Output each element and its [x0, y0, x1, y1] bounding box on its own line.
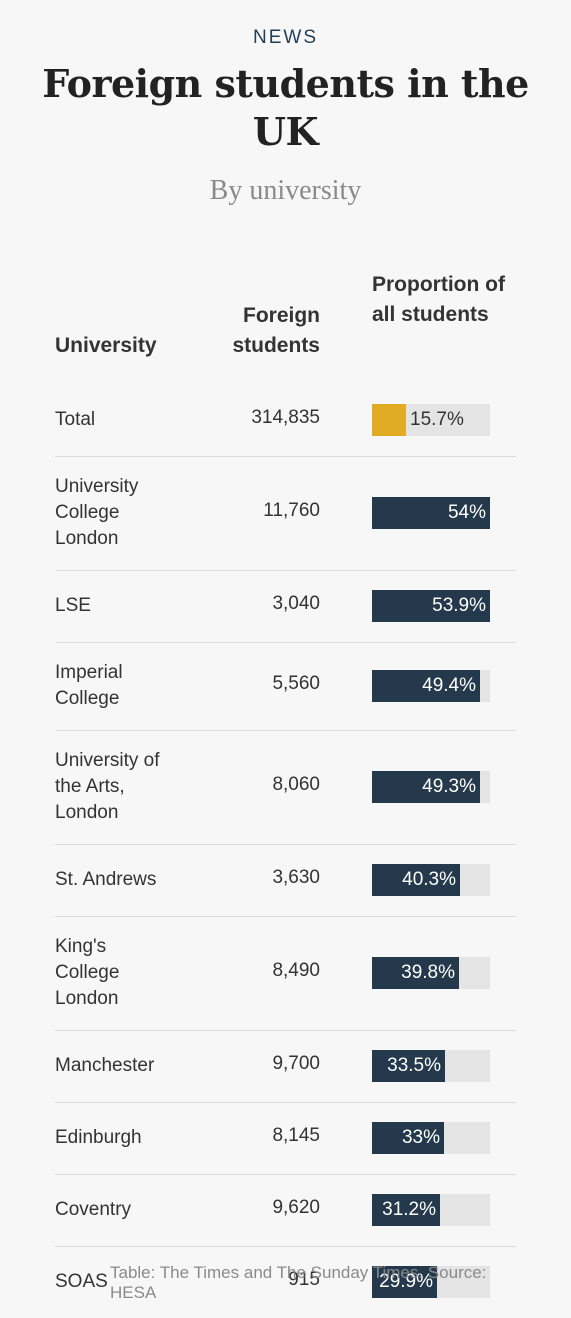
proportion-track: 31.2% — [372, 1194, 490, 1226]
row-divider — [55, 570, 516, 571]
foreign-student-count: 9,620 — [272, 1197, 320, 1218]
proportion-track: 54% — [372, 497, 490, 529]
table-row: Imperial College 5,560 49.4% — [55, 642, 516, 730]
proportion-bar — [372, 1050, 445, 1082]
university-name: University College London — [55, 476, 139, 549]
proportion-label: 33.5% — [387, 1055, 441, 1076]
foreign-student-count: 11,760 — [263, 500, 320, 521]
university-name: Edinburgh — [55, 1127, 142, 1148]
table-row: University College London 11,760 54% — [55, 456, 516, 570]
row-divider — [55, 844, 516, 845]
proportion-track: 33% — [372, 1122, 490, 1154]
university-name: St. Andrews — [55, 869, 157, 890]
university-name: Imperial College — [55, 662, 123, 709]
proportion-bar — [372, 1122, 444, 1154]
table-row: LSE 3,040 53.9% — [55, 570, 516, 642]
university-name: Total — [55, 409, 96, 430]
foreign-student-count: 8,145 — [272, 1125, 320, 1146]
university-name: University of the Arts, London — [55, 750, 160, 823]
university-name: LSE — [55, 595, 91, 616]
chart-title: Foreign students in the UK — [42, 61, 529, 154]
source-note: Table: The Times and The Sunday Times. S… — [110, 1263, 487, 1302]
row-divider — [55, 1102, 516, 1103]
table-row: Edinburgh 8,145 33% — [55, 1102, 516, 1174]
proportion-track: 15.7% — [372, 404, 490, 436]
column-header-proportion: Proportion of all students — [372, 273, 505, 326]
foreign-student-count: 8,060 — [272, 774, 320, 795]
proportion-track: 40.3% — [372, 864, 490, 896]
row-divider — [55, 730, 516, 731]
university-name: Manchester — [55, 1055, 155, 1076]
proportion-track: 49.3% — [372, 771, 490, 803]
table-row: Total 314,835 15.7% — [55, 384, 516, 456]
foreign-student-count: 8,490 — [272, 960, 320, 981]
column-header-university: University — [55, 334, 157, 357]
university-name: King's College London — [55, 936, 120, 1009]
proportion-bar — [372, 1266, 437, 1298]
foreign-student-count: 3,040 — [272, 593, 320, 614]
foreign-student-count: 915 — [288, 1269, 320, 1290]
foreign-student-count: 314,835 — [251, 407, 320, 428]
university-name: SOAS — [55, 1271, 108, 1292]
proportion-label: 39.8% — [401, 962, 455, 983]
table-row: Manchester 9,700 33.5% — [55, 1030, 516, 1102]
university-name: Coventry — [55, 1199, 132, 1220]
foreign-student-count: 3,630 — [272, 867, 320, 888]
proportion-track: 29.9% — [372, 1266, 490, 1298]
proportion-label: 49.3% — [422, 776, 476, 797]
proportion-bar — [372, 670, 480, 702]
total-proportion-bar — [372, 404, 406, 436]
proportion-track: 33.5% — [372, 1050, 490, 1082]
proportion-track: 39.8% — [372, 957, 490, 989]
table-row: SOAS 915 29.9% — [55, 1246, 516, 1318]
table-row: King's College London 8,490 39.8% — [55, 916, 516, 1030]
row-divider — [55, 1174, 516, 1175]
row-divider — [55, 1030, 516, 1031]
proportion-track: 49.4% — [372, 670, 490, 702]
proportion-bar — [372, 497, 490, 529]
proportion-label: 54% — [447, 502, 486, 523]
proportion-bar — [372, 771, 480, 803]
proportion-label: 29.9% — [379, 1271, 433, 1292]
table-row: Coventry 9,620 31.2% — [55, 1174, 516, 1246]
row-divider — [55, 642, 516, 643]
proportion-bar — [372, 864, 460, 896]
proportion-label: 33% — [401, 1127, 440, 1148]
proportion-label: 40.3% — [402, 869, 456, 890]
proportion-bar — [372, 957, 459, 989]
chart-subtitle: By university — [209, 175, 362, 206]
column-header-foreign-students: Foreign students — [232, 304, 320, 357]
foreign-student-count: 9,700 — [272, 1053, 320, 1074]
section-kicker: NEWS — [253, 27, 318, 48]
row-divider — [55, 1246, 516, 1247]
proportion-label: 15.7% — [410, 409, 464, 430]
row-divider — [55, 456, 516, 457]
proportion-label: 49.4% — [422, 675, 476, 696]
table-row: University of the Arts, London 8,060 49.3% — [55, 730, 516, 844]
table-row: St. Andrews 3,630 40.3% — [55, 844, 516, 916]
proportion-track: 53.9% — [372, 590, 490, 622]
proportion-bar — [372, 1194, 440, 1226]
proportion-bar — [372, 590, 490, 622]
foreign-student-count: 5,560 — [272, 673, 320, 694]
proportion-label: 31.2% — [382, 1199, 436, 1220]
proportion-label: 53.9% — [432, 595, 486, 616]
row-divider — [55, 916, 516, 917]
